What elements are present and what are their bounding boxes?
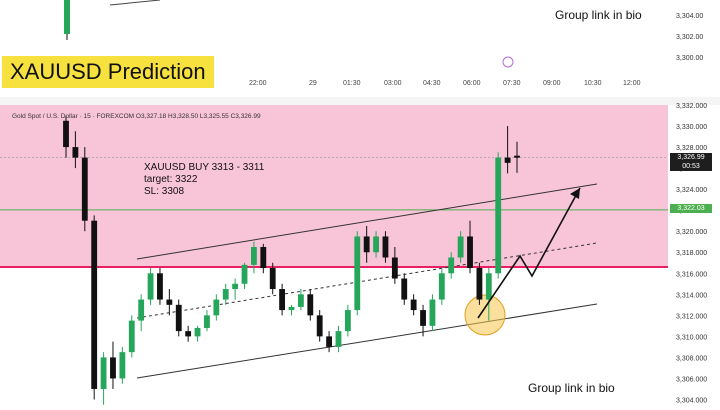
time-tick: 01:30 <box>343 80 361 87</box>
current-price-tag: 3,326.99 <box>670 153 712 162</box>
candle-body <box>157 273 163 300</box>
channel-lower-line <box>136 303 598 379</box>
candle-body <box>420 310 426 326</box>
candle-body <box>401 278 408 300</box>
time-tick: 22:00 <box>249 80 267 87</box>
candle-body <box>485 273 492 300</box>
candle-body <box>138 299 145 321</box>
candle-body <box>222 289 229 300</box>
candle-body <box>297 294 304 307</box>
replay-icon <box>502 56 514 68</box>
candle-body <box>279 289 286 311</box>
candle-body <box>438 273 445 300</box>
candle-body <box>467 236 473 269</box>
candle-body <box>504 157 511 163</box>
price-tick: 3,332.000 <box>676 103 707 110</box>
candle-body <box>429 299 436 326</box>
candle-body <box>128 320 135 353</box>
time-tick: 06:00 <box>463 80 481 87</box>
projected-path <box>477 187 581 319</box>
price-tick: 3,308.000 <box>676 355 707 362</box>
price-tick: 3,318.000 <box>676 250 707 257</box>
candle-body <box>185 331 192 337</box>
group-link-top: Group link in bio <box>555 8 642 22</box>
price-tick: 3,306.000 <box>676 376 707 383</box>
candle-body <box>241 264 248 284</box>
candle-body <box>476 268 483 300</box>
candle-body <box>391 257 398 279</box>
group-link-bottom: Group link in bio <box>528 381 615 395</box>
time-tick: 07:30 <box>503 80 521 87</box>
candle-body <box>72 147 79 158</box>
candle-body <box>457 236 464 258</box>
candle-body <box>204 315 210 328</box>
candle-body <box>81 157 88 221</box>
top-price-tick: 3,300.00 <box>676 55 704 62</box>
channel-upper-line <box>136 183 598 260</box>
trade-setup-entry: XAUUSD BUY 3313 - 3311 <box>144 162 265 173</box>
price-tick: 3,304.000 <box>676 397 707 404</box>
time-tick: 04:30 <box>423 80 441 87</box>
candle-body <box>335 331 342 347</box>
candle-body <box>363 236 370 253</box>
price-tick: 3,324.000 <box>676 187 707 194</box>
candle-body <box>119 352 126 379</box>
candle-body <box>232 283 239 290</box>
entry-highlight-circle <box>464 294 506 336</box>
candle-body <box>373 236 379 253</box>
time-tick: 12:00 <box>623 80 641 87</box>
top-trend-line <box>109 0 161 6</box>
candle-body <box>175 304 182 332</box>
top-price-tick: 3,302.00 <box>676 34 704 41</box>
candle-body <box>147 273 154 300</box>
ohlc-legend: Gold Spot / U.S. Dollar · 15 · FOREXCOM … <box>12 113 261 120</box>
candle-body <box>382 236 389 258</box>
price-tick: 3,312.000 <box>676 313 707 320</box>
candle-body <box>100 357 107 389</box>
candle-body <box>194 327 201 337</box>
candle-body <box>514 155 520 158</box>
time-tick: 29 <box>309 80 317 87</box>
price-tick: 3,320.000 <box>676 229 707 236</box>
time-tick: 10:30 <box>584 80 602 87</box>
price-tick: 3,330.000 <box>676 124 707 131</box>
trade-setup-target: target: 3322 <box>144 174 198 185</box>
trade-setup-stoploss: SL: 3308 <box>144 186 185 197</box>
price-tick: 3,310.000 <box>676 334 707 341</box>
candle-body <box>448 257 455 274</box>
candle-body <box>251 246 257 265</box>
price-tick: 3,314.000 <box>676 292 707 299</box>
price-tick: 3,316.000 <box>676 271 707 278</box>
candle-body <box>354 236 361 311</box>
candle-body <box>316 315 323 337</box>
top-candle-body <box>64 0 70 34</box>
buy-zone <box>0 105 668 267</box>
projection-arrowhead <box>570 188 580 199</box>
countdown-tag: 00:53 <box>670 162 712 171</box>
candle-body <box>166 299 173 305</box>
candle-body <box>326 336 332 347</box>
candle-body <box>110 357 116 379</box>
candle-body <box>213 299 220 316</box>
price-tick: 3,328.000 <box>676 145 707 152</box>
candle-body <box>495 157 502 274</box>
candle-body <box>410 299 417 311</box>
candle-body <box>91 220 98 389</box>
candle-body <box>269 268 276 290</box>
top-price-tick: 3,304.00 <box>676 13 704 20</box>
time-tick: 03:00 <box>384 80 402 87</box>
candle-body <box>260 246 267 269</box>
time-tick: 09:00 <box>543 80 561 87</box>
panel-divider <box>0 97 720 105</box>
target-price-tag: 3,322.03 <box>670 204 712 213</box>
candle-body <box>63 120 69 148</box>
candle-body <box>307 294 314 316</box>
candle-body <box>344 310 351 332</box>
candle-body <box>288 306 295 311</box>
prediction-title: XAUUSD Prediction <box>2 56 214 88</box>
